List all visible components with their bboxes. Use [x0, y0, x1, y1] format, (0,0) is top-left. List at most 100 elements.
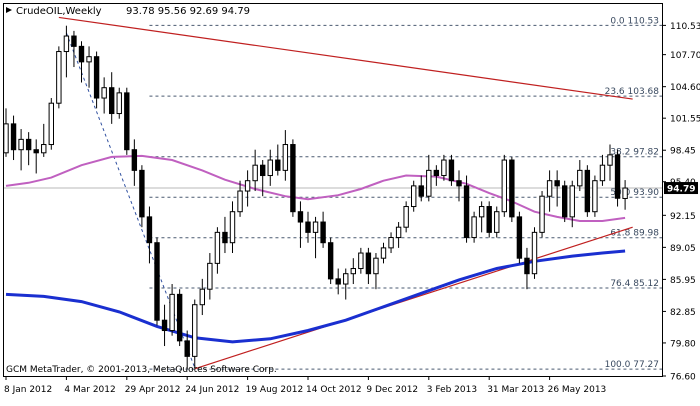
candle-body-bear — [305, 221, 311, 233]
candle-body-bear — [154, 242, 160, 321]
candle-body-bull — [48, 102, 54, 146]
x-axis-tick-label: 8 Jan 2012 — [4, 385, 52, 395]
plot-border — [3, 3, 663, 377]
candle-body-bear — [448, 159, 455, 182]
fib-level-label: 38.2 97.82 — [610, 148, 659, 158]
candle-body-bull — [531, 231, 538, 275]
symbol-label: CrudeOIL,Weekly — [16, 6, 102, 17]
candle-body-bull — [343, 273, 349, 285]
candle-body-bull — [403, 206, 409, 228]
candle-body-bull — [395, 226, 402, 239]
current-price-badge — [664, 182, 698, 195]
candle-body-bull — [478, 206, 485, 218]
fib-level-label: 50.0 93.90 — [610, 188, 659, 198]
candle-body-bull — [350, 268, 357, 275]
candle-body-bear — [320, 221, 326, 244]
candle-body-bull — [373, 257, 379, 275]
candle-body-bull — [471, 216, 477, 239]
candle-body-bear — [176, 293, 183, 342]
candle-body-bear — [463, 185, 470, 239]
moving-average-slow-line — [5, 249, 626, 344]
x-axis-tick-label: 9 Dec 2012 — [366, 385, 418, 395]
candle-body-bear — [524, 257, 530, 275]
x-axis-tick-label: 31 Mar 2013 — [487, 385, 544, 395]
candle-body-bear — [486, 206, 492, 233]
candle-body-bull — [599, 164, 606, 182]
candle-body-bull — [426, 169, 432, 197]
current-price-label: 94.79 — [667, 185, 695, 195]
y-axis-tick-label: 110.53 — [670, 22, 700, 32]
candle-body-bear — [139, 169, 145, 218]
candle-body-bull — [622, 187, 628, 199]
candle-body-bear — [365, 252, 372, 275]
candle-body-bull — [86, 56, 92, 63]
copyright-label: GCM MetaTrader, © 2001-2013, MetaQuotes … — [6, 365, 277, 375]
y-axis-tick-label: 98.45 — [670, 147, 696, 157]
candle-body-bear — [184, 340, 190, 357]
candle-body-bull — [41, 144, 47, 154]
candle-body-bull — [267, 159, 273, 177]
candle-body-bull — [214, 231, 221, 264]
fib-level-label: 0.0 110.53 — [610, 16, 659, 26]
candle-body-bull — [244, 180, 251, 192]
candle-body-bull — [358, 252, 364, 270]
candle-body-bull — [569, 185, 575, 218]
candle-body-bear — [124, 92, 130, 151]
candle-body-bear — [584, 169, 591, 213]
candle-body-bear — [161, 319, 168, 332]
y-axis-tick-label: 89.05 — [670, 244, 696, 254]
candle-body-bull — [252, 164, 258, 182]
candle-body-bear — [516, 216, 523, 259]
candle-body-bull — [116, 92, 122, 115]
y-axis-tick-label: 101.55 — [670, 115, 700, 125]
support-trendline[interactable] — [194, 226, 633, 370]
candle-body-bear — [10, 123, 17, 151]
candle-body-bear — [260, 164, 266, 177]
candle-body-bear — [25, 138, 32, 151]
x-axis-tick-label: 4 Mar 2012 — [64, 385, 115, 395]
candle-body-bear — [297, 211, 304, 223]
x-axis-tick-label: 24 Jun 2012 — [185, 385, 239, 395]
candle-body-bull — [592, 180, 598, 213]
y-axis-tick-label: 107.70 — [670, 51, 700, 61]
candle-body-bull — [539, 195, 545, 233]
candle-body-bull — [501, 159, 508, 213]
candle-body-bull — [607, 154, 613, 166]
candle-body-bull — [101, 87, 107, 99]
candle-body-bull — [577, 169, 583, 187]
candle-body-bull — [63, 35, 70, 53]
candle-body-bull — [56, 51, 62, 104]
candle-body-bull — [207, 262, 213, 290]
candle-body-bear — [562, 185, 568, 218]
y-axis-tick-label: 104.60 — [670, 83, 700, 93]
candle-body-bear — [614, 154, 621, 199]
candle-body-bear — [222, 231, 228, 244]
candle-body-bull — [312, 221, 319, 233]
candle-body-bull — [3, 123, 9, 154]
ohlc-readout: 93.78 95.56 92.69 94.79 — [126, 6, 250, 17]
y-axis-tick-label: 92.15 — [670, 212, 696, 222]
x-axis-tick-label: 26 May 2013 — [548, 385, 607, 395]
candle-body-bear — [433, 169, 440, 177]
candle-body-bull — [380, 247, 387, 259]
candle-body-bull — [441, 159, 447, 177]
symbol-arrow-icon — [6, 7, 12, 13]
candle-body-bear — [456, 180, 462, 187]
x-axis-tick-label: 29 Apr 2012 — [125, 385, 181, 395]
candle-body-bull — [282, 144, 289, 171]
candle-body-bear — [131, 149, 138, 171]
fib-level-label: 76.4 85.12 — [610, 279, 659, 289]
candle-body-bull — [411, 185, 417, 208]
moving-average-fast-line — [5, 154, 626, 222]
candle-body-bear — [78, 45, 85, 63]
candle-body-bear — [93, 56, 100, 99]
candle-body-bear — [327, 242, 334, 280]
candle-body-bull — [388, 237, 394, 249]
x-axis-tick-label: 3 Feb 2013 — [427, 385, 477, 395]
y-axis-tick-label: 76.60 — [670, 373, 696, 383]
candle-body-bull — [18, 138, 24, 151]
resistance-trendline[interactable] — [58, 16, 633, 100]
